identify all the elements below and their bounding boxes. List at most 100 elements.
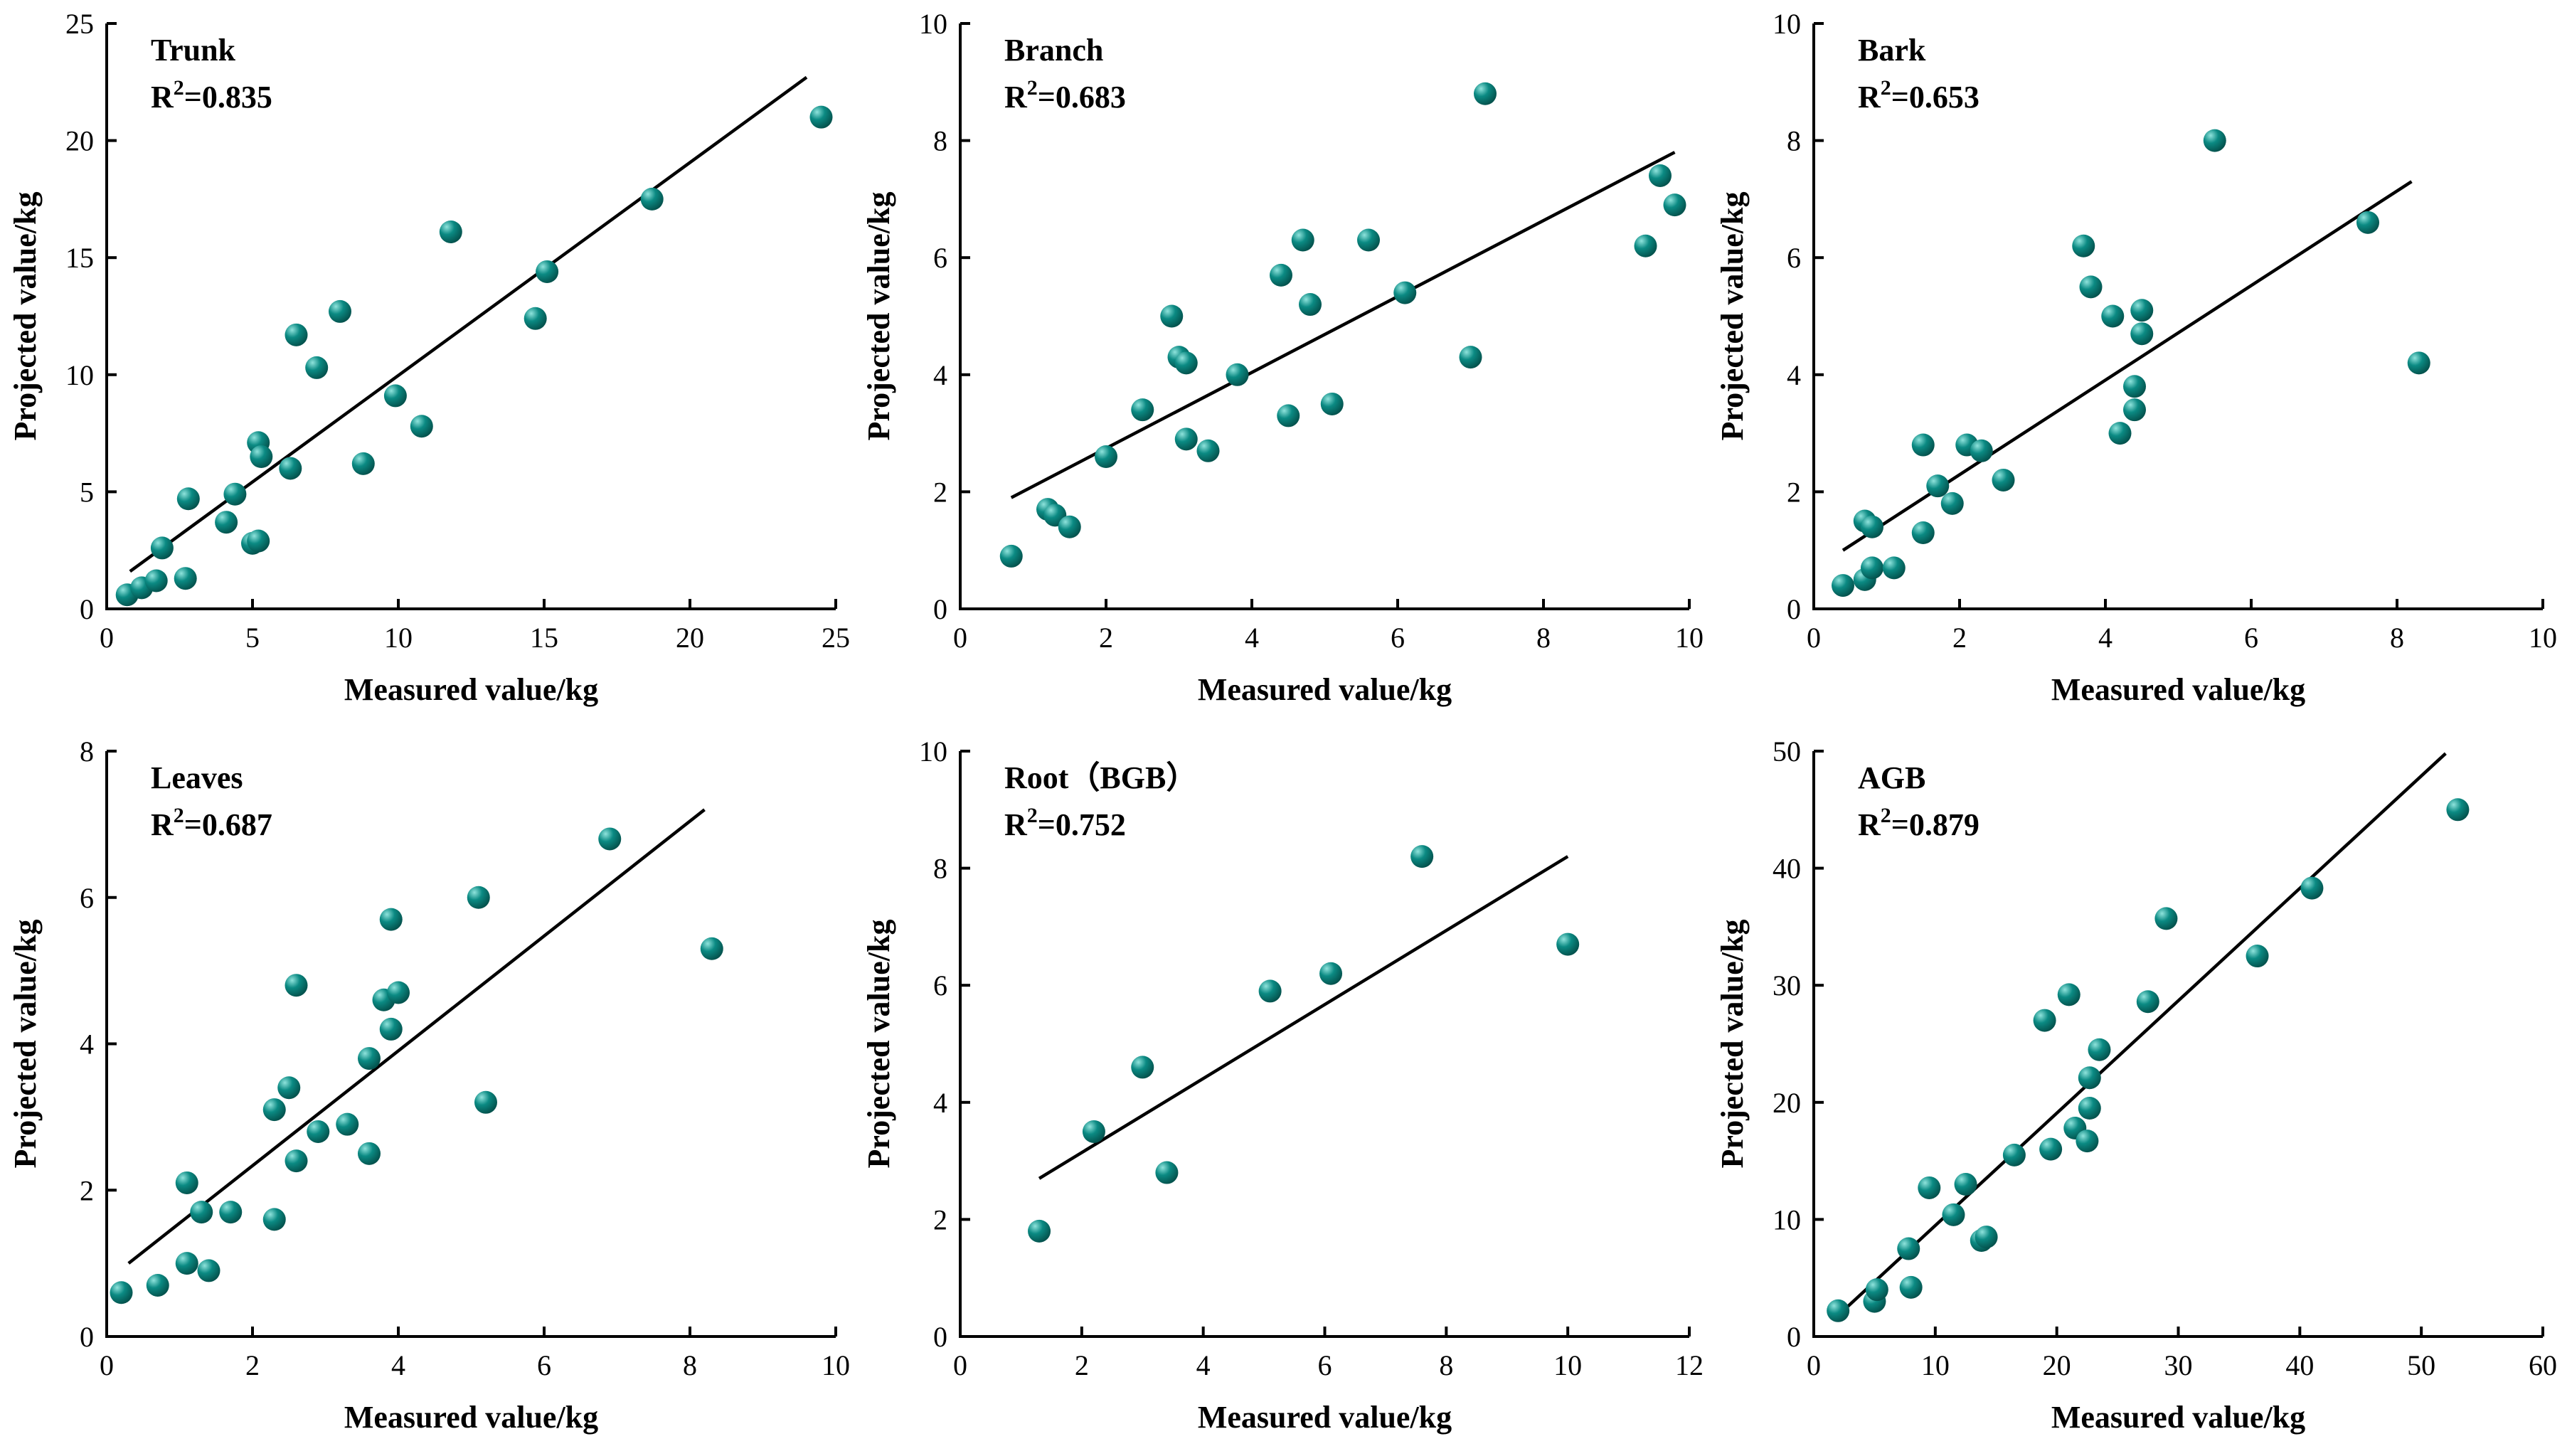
x-tick-label: 12 bbox=[1675, 1349, 1704, 1381]
data-point bbox=[197, 1259, 220, 1282]
panel-6: 0 10 20 30 40 50 60 0 10 20 30 40 50 Measured value/k… bbox=[1715, 735, 2557, 1435]
data-point bbox=[150, 536, 174, 560]
r-squared-superscript: 2 bbox=[1881, 804, 1891, 827]
data-point bbox=[1474, 82, 1497, 105]
x-axis-title: Measured value/kg bbox=[2051, 672, 2305, 707]
data-point bbox=[2203, 129, 2226, 152]
x-tick-label: 6 bbox=[1318, 1349, 1332, 1381]
y-tick-label: 10 bbox=[1773, 8, 1801, 40]
panel-5: 0 2 4 6 8 10 12 0 2 4 6 8 10 Measured value/kg Project… bbox=[861, 735, 1704, 1435]
data-point bbox=[1291, 228, 1314, 252]
data-point bbox=[439, 220, 462, 243]
y-axis-title: Projected value/kg bbox=[861, 920, 896, 1169]
data-point bbox=[146, 1273, 169, 1297]
data-point bbox=[1299, 293, 1322, 317]
y-tick-label: 6 bbox=[1787, 242, 1801, 274]
panel-title: Bark bbox=[1858, 33, 1926, 68]
data-point bbox=[358, 1142, 381, 1165]
regression-line bbox=[1837, 752, 2447, 1317]
x-axis-title: Measured value/kg bbox=[344, 672, 598, 707]
data-point bbox=[2123, 398, 2146, 422]
x-tick-label: 2 bbox=[245, 1349, 260, 1381]
panel-title: Trunk bbox=[151, 33, 236, 68]
r-squared-symbol: R bbox=[1004, 807, 1028, 842]
data-point bbox=[2078, 1097, 2101, 1120]
data-point bbox=[1556, 932, 1580, 956]
data-point bbox=[2076, 1130, 2099, 1153]
x-tick-label: 0 bbox=[1807, 1349, 1821, 1381]
data-point bbox=[1899, 1275, 1923, 1299]
data-point bbox=[176, 487, 200, 511]
data-point bbox=[1028, 1219, 1051, 1243]
y-tick-label: 0 bbox=[80, 1321, 94, 1353]
data-point bbox=[1970, 439, 1993, 462]
x-tick-label: 0 bbox=[100, 1349, 114, 1381]
data-point bbox=[387, 981, 410, 1004]
data-point bbox=[1954, 1173, 1977, 1196]
x-tick-label: 2 bbox=[1075, 1349, 1089, 1381]
data-point bbox=[262, 1098, 286, 1122]
y-tick-label: 6 bbox=[933, 242, 947, 274]
data-point bbox=[2101, 304, 2125, 328]
data-point bbox=[1277, 404, 1300, 427]
data-point bbox=[379, 1017, 403, 1041]
r-squared-symbol: R bbox=[1004, 80, 1028, 115]
x-tick-label: 40 bbox=[2285, 1349, 2314, 1381]
regression-line bbox=[1842, 180, 2413, 552]
panel-title: Root（BGB） bbox=[1004, 760, 1197, 795]
data-point bbox=[358, 1047, 381, 1070]
x-axis-title: Measured value/kg bbox=[1198, 1400, 1452, 1435]
y-tick-label: 6 bbox=[933, 969, 947, 1001]
x-tick-label: 8 bbox=[1536, 622, 1551, 654]
data-point bbox=[1258, 979, 1282, 1003]
x-tick-label: 50 bbox=[2407, 1349, 2435, 1381]
y-tick-label: 0 bbox=[80, 593, 94, 625]
y-axis-title: Projected value/kg bbox=[1715, 192, 1750, 441]
data-point bbox=[524, 307, 547, 330]
data-point bbox=[1226, 363, 1249, 386]
data-point bbox=[2039, 1137, 2063, 1161]
x-tick-label: 0 bbox=[953, 622, 967, 654]
data-point bbox=[809, 105, 833, 129]
data-point bbox=[1131, 398, 1154, 422]
data-point bbox=[1160, 304, 1184, 328]
data-point bbox=[1975, 1226, 1998, 1249]
x-tick-label: 4 bbox=[2098, 622, 2113, 654]
r-squared-symbol: R bbox=[151, 80, 174, 115]
y-axis-title: Projected value/kg bbox=[8, 920, 43, 1169]
y-tick-label: 2 bbox=[933, 1203, 947, 1236]
data-point bbox=[1357, 228, 1380, 252]
y-tick-label: 4 bbox=[933, 1087, 947, 1119]
data-point bbox=[379, 908, 403, 931]
data-point bbox=[1320, 392, 1344, 415]
y-tick-label: 20 bbox=[65, 125, 94, 157]
y-axis-title: Projected value/kg bbox=[861, 192, 896, 441]
r-squared-label: R2=0.752 bbox=[1004, 804, 1126, 842]
data-point bbox=[1058, 515, 1081, 538]
y-tick-label: 8 bbox=[933, 125, 947, 157]
data-point bbox=[175, 1252, 198, 1275]
r-squared-label: R2=0.683 bbox=[1004, 76, 1126, 115]
x-tick-label: 6 bbox=[537, 1349, 551, 1381]
x-axis-title: Measured value/kg bbox=[2051, 1400, 2305, 1435]
r-squared-symbol: R bbox=[1858, 807, 1881, 842]
data-point bbox=[1459, 346, 1482, 369]
data-point bbox=[1319, 962, 1343, 985]
data-point bbox=[700, 937, 723, 960]
r-squared-superscript: 2 bbox=[174, 804, 184, 827]
data-point bbox=[410, 415, 433, 438]
data-point bbox=[277, 1076, 301, 1100]
data-point bbox=[1861, 556, 1883, 580]
x-tick-label: 25 bbox=[822, 622, 850, 654]
data-point bbox=[285, 974, 308, 997]
data-point bbox=[2356, 211, 2379, 234]
data-point bbox=[2108, 422, 2132, 445]
data-point bbox=[383, 384, 407, 408]
x-tick-label: 20 bbox=[2043, 1349, 2071, 1381]
data-point bbox=[144, 569, 168, 593]
x-tick-label: 0 bbox=[953, 1349, 967, 1381]
panel-title: Branch bbox=[1004, 33, 1103, 68]
data-point bbox=[1174, 427, 1198, 451]
regression-line bbox=[1010, 151, 1676, 499]
